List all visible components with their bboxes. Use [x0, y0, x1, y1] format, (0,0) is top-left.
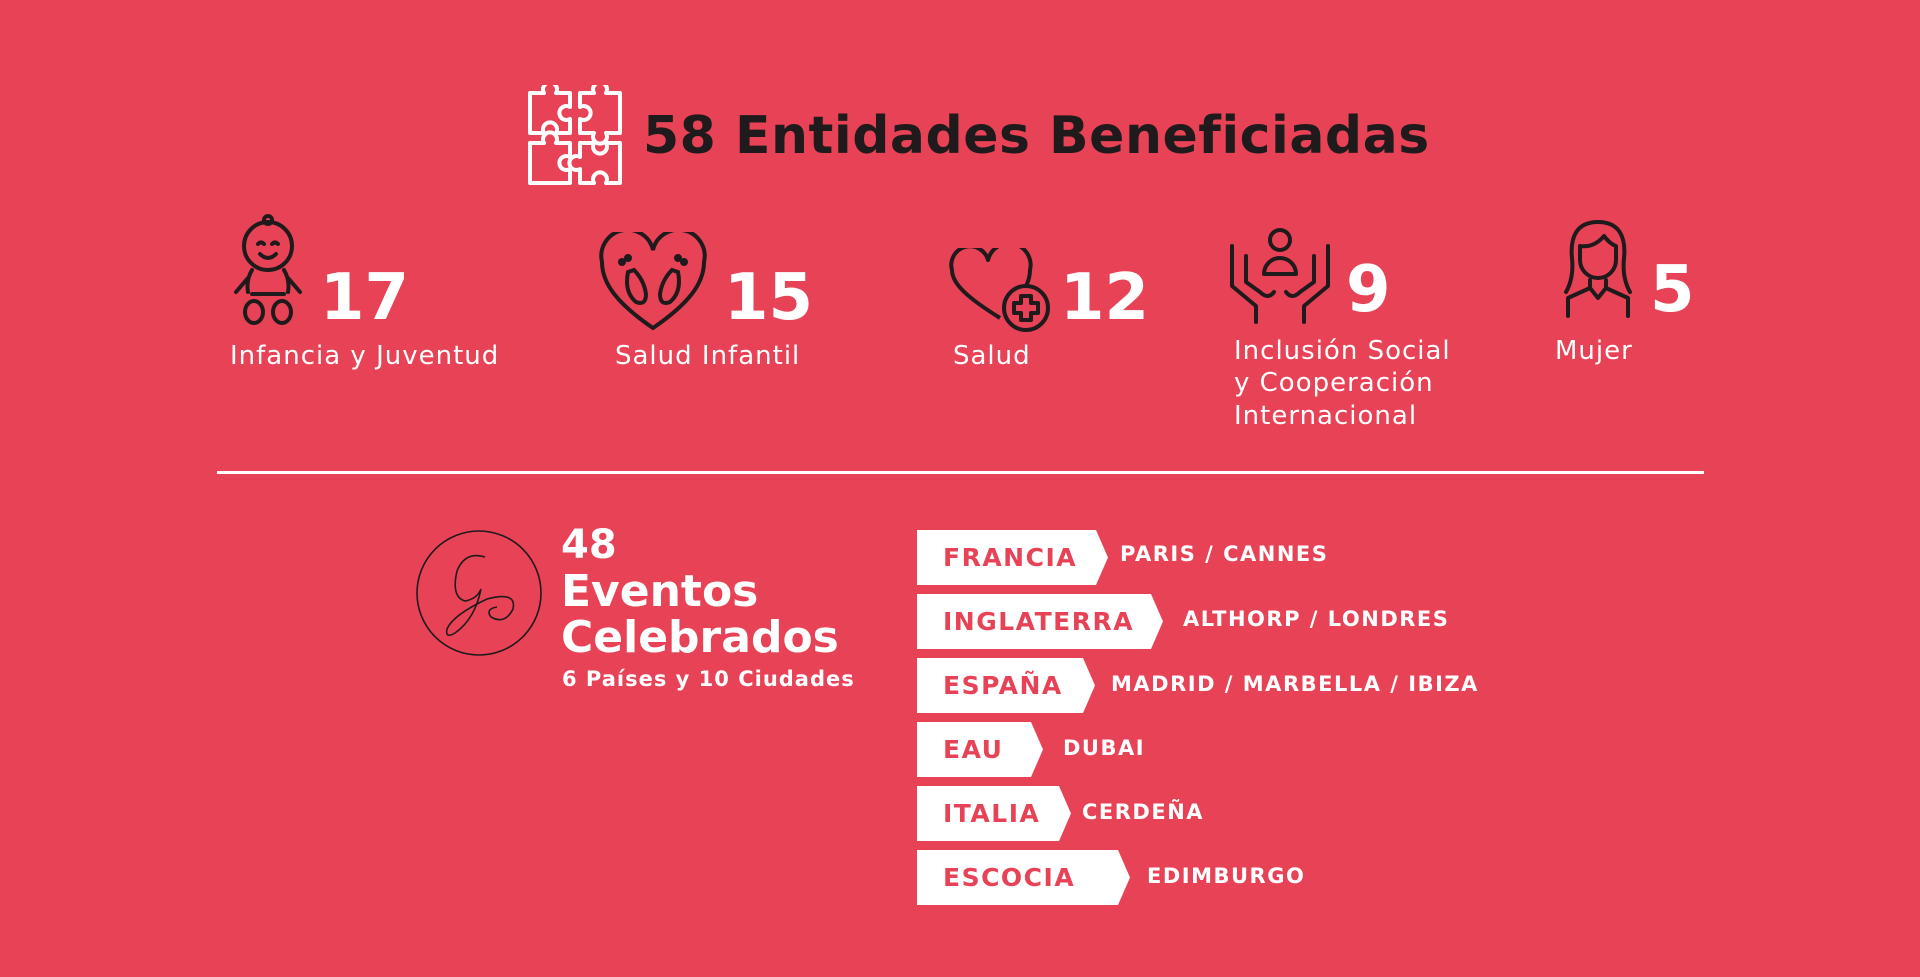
woman-icon [1562, 218, 1634, 320]
stat-number-salud-infantil: 15 [724, 261, 814, 335]
country-label: INGLATERRA [943, 607, 1135, 636]
stat-label-mujer: Mujer [1555, 336, 1633, 366]
country-label: ITALIA [943, 799, 1041, 828]
baby-icon [228, 214, 308, 326]
puzzle-icon [522, 85, 626, 189]
stat-label-infancia: Infancia y Juventud [230, 341, 500, 371]
country-label: EAU [943, 735, 1004, 764]
city-list: CERDEÑA [1082, 800, 1205, 824]
city-list: PARIS / CANNES [1120, 542, 1329, 566]
events-subtitle: 6 Países y 10 Ciudades [562, 667, 855, 691]
stat-number-inclusion: 9 [1346, 253, 1391, 327]
heart-plus-icon [948, 248, 1052, 334]
country-label: FRANCIA [943, 543, 1078, 572]
stat-label-salud: Salud [953, 341, 1031, 371]
country-tag-escocia: ESCOCIA [917, 850, 1130, 905]
events-line2: Celebrados [561, 612, 839, 663]
country-tag-espana: ESPAÑA [917, 658, 1095, 713]
events-count: 48 [561, 522, 617, 568]
events-line1: Eventos [561, 566, 759, 617]
city-list: DUBAI [1063, 736, 1146, 760]
page-title: 58 Entidades Beneficiadas [643, 106, 1430, 166]
divider [217, 471, 1704, 474]
logo-g [415, 529, 543, 657]
stat-label-inclusion-3: Internacional [1234, 401, 1418, 431]
stat-label-inclusion-2: y Cooperación [1234, 368, 1434, 398]
stat-label-salud-infantil: Salud Infantil [615, 341, 801, 371]
country-label: ESPAÑA [943, 671, 1063, 700]
stat-number-mujer: 5 [1650, 253, 1695, 327]
country-tag-francia: FRANCIA [917, 530, 1108, 585]
city-list: ALTHORP / LONDRES [1183, 607, 1450, 631]
hands-person-icon [1228, 226, 1332, 324]
stat-number-salud: 12 [1060, 261, 1150, 335]
country-label: ESCOCIA [943, 863, 1076, 892]
country-tag-inglaterra: INGLATERRA [917, 594, 1163, 649]
city-list: MADRID / MARBELLA / IBIZA [1111, 672, 1479, 696]
country-tag-eau: EAU [917, 722, 1043, 777]
city-list: EDIMBURGO [1147, 864, 1306, 888]
stat-number-infancia: 17 [320, 261, 410, 335]
heart-footprints-icon [598, 232, 708, 332]
stat-label-inclusion-1: Inclusión Social [1234, 336, 1451, 366]
country-tag-italia: ITALIA [917, 786, 1071, 841]
